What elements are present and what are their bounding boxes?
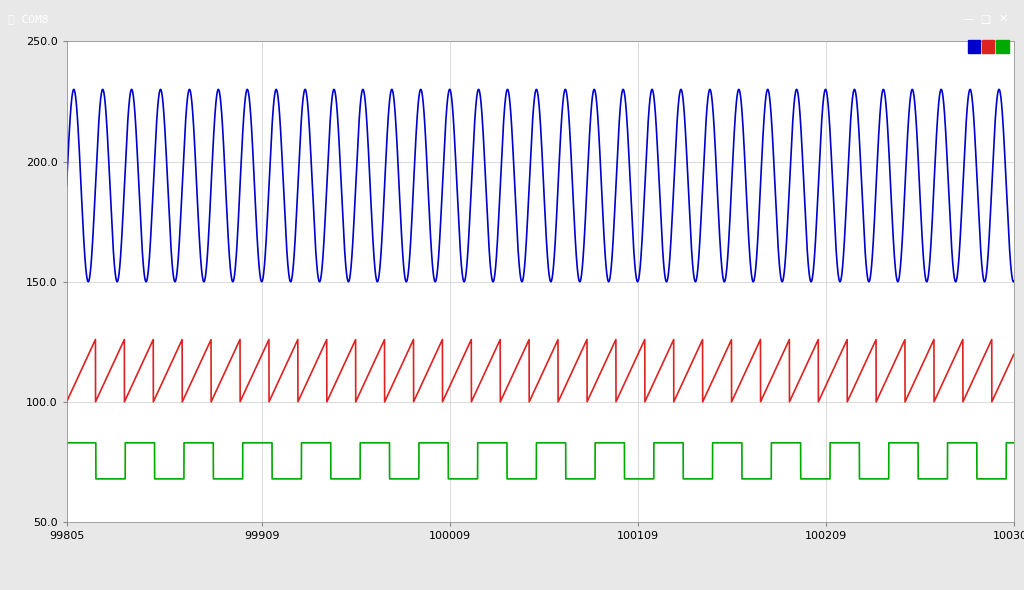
Text: —: — bbox=[963, 14, 973, 24]
Text: ⬛ COM8: ⬛ COM8 bbox=[8, 14, 49, 24]
Text: ❑: ❑ bbox=[980, 14, 990, 24]
Text: ✕: ✕ bbox=[998, 14, 1009, 24]
